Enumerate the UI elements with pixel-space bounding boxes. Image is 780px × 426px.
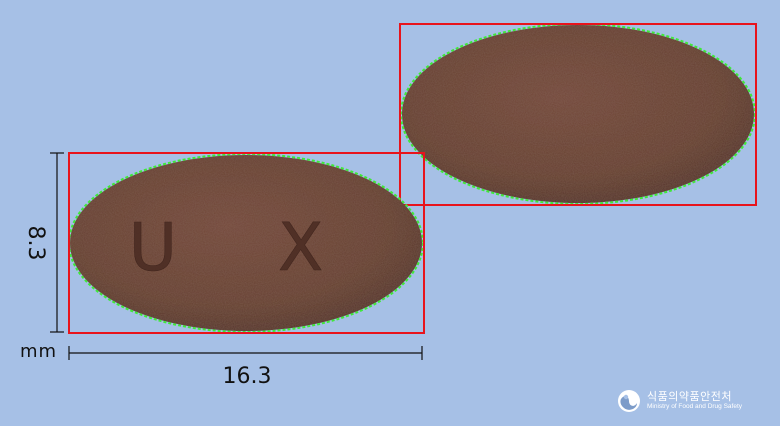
mfds-emblem-icon [618,390,640,412]
pill-front-box [68,152,425,334]
unit-label: mm [20,341,58,362]
logo-name-korean: 식품의약품안전처 [647,390,732,404]
width-dimension-line [68,346,423,360]
mfds-logo: 식품의약품안전처 Ministry of Food and Drug Safet… [617,386,742,416]
logo-name-english: Ministry of Food and Drug Safety [647,403,743,411]
height-dimension-line [50,152,64,333]
pill-back-box [399,23,757,206]
width-label: 16.3 [222,364,272,389]
pill-back [402,25,754,203]
height-label: 8.3 [23,225,48,261]
pill-front [70,155,422,331]
pill-imprint: U X [129,209,364,286]
